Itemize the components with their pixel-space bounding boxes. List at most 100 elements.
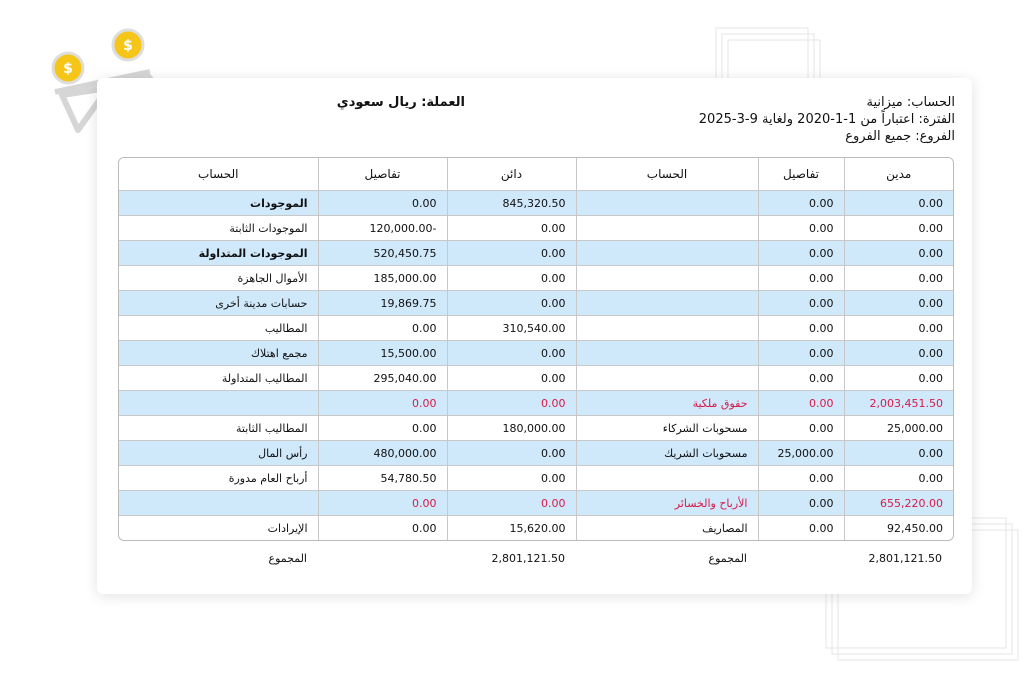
cell: 0.00: [757, 490, 845, 516]
cell: الإيرادات: [119, 515, 319, 540]
row: 25,000.00 0.00 مسحوبات الشركاء 180,000.00 0.…: [119, 415, 953, 441]
cell: 2,003,451.50: [843, 390, 953, 416]
cell: 310,540.00: [446, 315, 577, 341]
cell: 480,000.00: [317, 440, 448, 466]
cell: الأرباح والخسائر: [575, 490, 759, 516]
cell: 0.00: [446, 215, 577, 241]
footer-cell: [317, 546, 446, 570]
cell: 0.00: [843, 215, 953, 241]
footer-table: 2,801,121.50 المجموع 2,801,121.50 المجموع: [118, 546, 952, 570]
cell: [575, 190, 759, 216]
cell: 92,450.00: [843, 515, 953, 540]
cell: 0.00: [757, 390, 845, 416]
cell: حقوق ملكية: [575, 390, 759, 416]
cell: 845,320.50: [446, 190, 577, 216]
report-card: الحساب: ميزانية الفترة: اعتباراً من 1-1-…: [97, 78, 972, 594]
row: 0.00 0.00 0.00 15,500.00 مجمع اهتلاك: [119, 340, 953, 366]
cell: [119, 390, 319, 416]
row: 0.00 0.00 0.00 19,869.75 حسابات مدينة أخرى: [119, 290, 953, 316]
cell: 0.00: [446, 390, 577, 416]
cell: 0.00: [757, 415, 845, 441]
cell: 0.00: [757, 265, 845, 291]
cell: 0.00: [446, 240, 577, 266]
cell: مسحوبات الشركاء: [575, 415, 759, 441]
cell: 0.00: [757, 465, 845, 491]
cell: 0.00: [317, 515, 448, 540]
branches: الفروع: جميع الفروع: [845, 129, 955, 144]
cell: [119, 490, 319, 516]
cell: 0.00: [446, 265, 577, 291]
table: مدين تفاصيل الحساب دائن تفاصيل الحساب 0.00 0.0…: [119, 158, 953, 540]
cell: 185,000.00: [317, 265, 448, 291]
cell: [575, 465, 759, 491]
cell: 0.00: [317, 315, 448, 341]
row: 0.00 0.00 0.00 -120,000.00 الموجودات الثابتة: [119, 215, 953, 241]
cell: 19,869.75: [317, 290, 448, 316]
cell: المطاليب الثابتة: [119, 415, 319, 441]
cell: 0.00: [843, 190, 953, 216]
cell: 0.00: [843, 240, 953, 266]
cell: 0.00: [757, 215, 845, 241]
cell: 180,000.00: [446, 415, 577, 441]
column-header: الحساب: [575, 158, 759, 191]
cell: 0.00: [843, 365, 953, 391]
cell: [575, 365, 759, 391]
cell: 25,000.00: [843, 415, 953, 441]
footer-row: 2,801,121.50 المجموع 2,801,121.50 المجموع: [118, 546, 952, 570]
svg-text:$: $: [63, 61, 73, 77]
column-header: دائن: [446, 158, 577, 191]
row: 0.00 0.00 0.00 520,450.75 الموجودات المتداول…: [119, 240, 953, 266]
row: 0.00 0.00 0.00 295,040.00 المطاليب المتداولة: [119, 365, 953, 391]
cell: الموجودات: [119, 190, 319, 216]
cell: 0.00: [446, 490, 577, 516]
table-frame: مدين تفاصيل الحساب دائن تفاصيل الحساب 0.00 0.0…: [118, 157, 954, 541]
cell: 520,450.75: [317, 240, 448, 266]
cell: الموجودات المتداولة: [119, 240, 319, 266]
cell: حسابات مدينة أخرى: [119, 290, 319, 316]
row: 0.00 0.00 0.00 54,780.50 أرباح العام مدورة: [119, 465, 953, 491]
cell: أرباح العام مدورة: [119, 465, 319, 491]
cell: 0.00: [757, 515, 845, 540]
footer-cell: المجموع: [268, 551, 307, 565]
cell: [575, 240, 759, 266]
cell: [575, 290, 759, 316]
account: الحساب: ميزانية: [866, 95, 955, 110]
cell: 54,780.50: [317, 465, 448, 491]
cell: 0.00: [843, 265, 953, 291]
row: 92,450.00 0.00 المصاريف 15,620.00 0.00 الإيرا…: [119, 515, 953, 540]
cell: -120,000.00: [317, 215, 448, 241]
cell: 25,000.00: [757, 440, 845, 466]
cell: 0.00: [317, 190, 448, 216]
row: 0.00 0.00 0.00 185,000.00 الأموال الجاهزة: [119, 265, 953, 291]
cell: [575, 215, 759, 241]
footer-cell: 2,801,121.50: [491, 551, 565, 565]
cell: 0.00: [446, 365, 577, 391]
currency: العملة: ريال سعودي: [336, 95, 465, 110]
cell: [575, 315, 759, 341]
row: 2,003,451.50 0.00 حقوق ملكية 0.00 0.00: [119, 390, 953, 416]
cell: 0.00: [843, 465, 953, 491]
svg-text:$: $: [123, 38, 133, 54]
cell: 0.00: [317, 490, 448, 516]
cell: 15,500.00: [317, 340, 448, 366]
cell: 0.00: [843, 290, 953, 316]
cell: 0.00: [757, 365, 845, 391]
footer-cell: [757, 546, 843, 570]
footer: 2,801,121.50 المجموع 2,801,121.50 المجموع: [118, 546, 952, 570]
cell: 0.00: [757, 340, 845, 366]
cell: 655,220.00: [843, 490, 953, 516]
cell: مجمع اهتلاك: [119, 340, 319, 366]
footer-cell: المجموع: [708, 551, 747, 565]
cell: رأس المال: [119, 440, 319, 466]
cell: مسحوبات الشريك: [575, 440, 759, 466]
cell: 0.00: [757, 240, 845, 266]
cell: 0.00: [446, 340, 577, 366]
cell: 0.00: [446, 465, 577, 491]
cell: المصاريف: [575, 515, 759, 540]
cell: المطاليب المتداولة: [119, 365, 319, 391]
cell: 295,040.00: [317, 365, 448, 391]
header-row: مدين تفاصيل الحساب دائن تفاصيل الحساب: [119, 158, 953, 191]
cell: [575, 265, 759, 291]
row: 655,220.00 0.00 الأرباح والخسائر 0.00 0.00: [119, 490, 953, 516]
